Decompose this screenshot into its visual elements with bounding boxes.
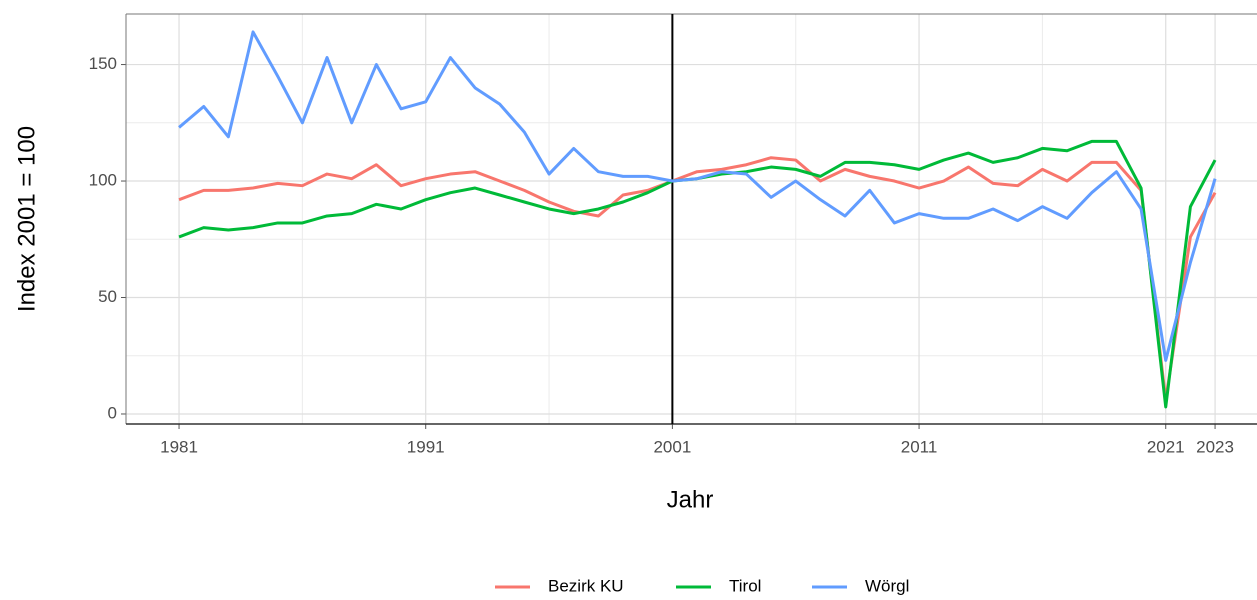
y-tick-label: 150 xyxy=(89,54,117,73)
x-tick-label: 1991 xyxy=(407,437,445,456)
x-tick-label: 2001 xyxy=(653,437,691,456)
line-series xyxy=(178,156,1217,402)
legend-label: Tirol xyxy=(729,576,761,595)
y-tick-label: 0 xyxy=(108,403,117,422)
y-tick-label: 50 xyxy=(98,287,117,306)
x-tick-label: 1981 xyxy=(160,437,198,456)
legend-label: Bezirk KU xyxy=(548,576,624,595)
y-tick-label: 100 xyxy=(89,171,117,190)
x-tick-label: 2011 xyxy=(901,437,938,456)
x-axis-label: Jahr xyxy=(667,486,714,513)
legend-label: Wörgl xyxy=(865,576,909,595)
x-tick-label: 2021 xyxy=(1147,437,1185,456)
line-series xyxy=(178,30,1217,362)
y-axis-label: Index 2001 = 100 xyxy=(13,126,40,312)
x-tick-label: 2023 xyxy=(1196,437,1234,456)
